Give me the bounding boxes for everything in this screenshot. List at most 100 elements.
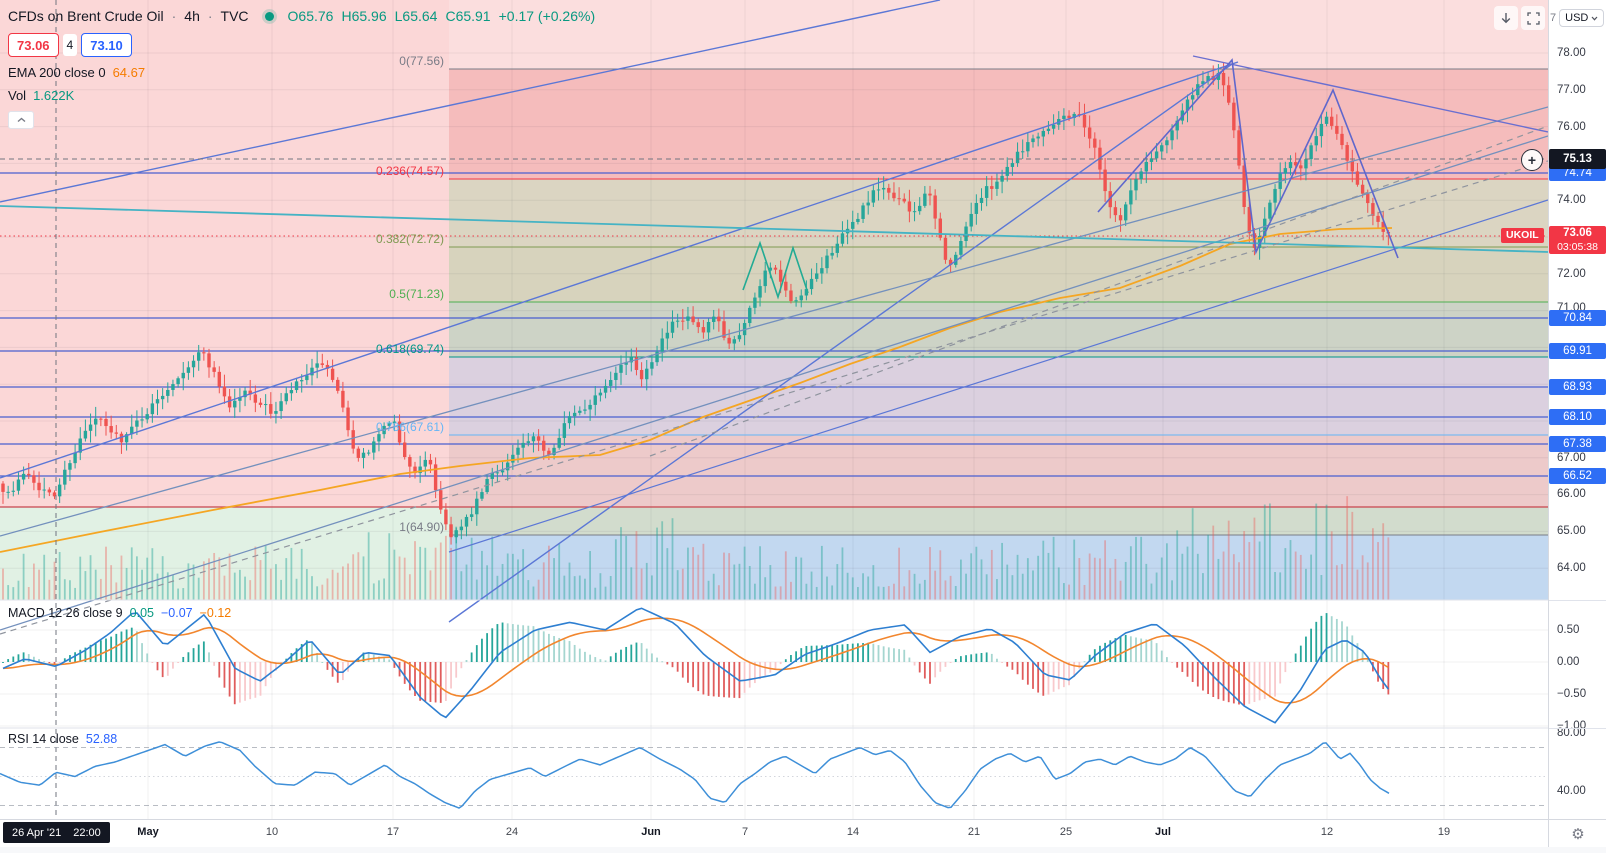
dashed-trend-line xyxy=(649,125,1548,457)
volume-bar xyxy=(429,570,432,600)
volume-bar xyxy=(563,575,566,600)
alert-price-badge[interactable]: 74.74 xyxy=(1549,165,1606,181)
volume-bar xyxy=(1068,584,1070,600)
macd-histogram-bar xyxy=(764,662,767,676)
macd-histogram-bar xyxy=(831,645,834,662)
timeframe-label[interactable]: 4h xyxy=(184,8,200,24)
fullscreen-button[interactable] xyxy=(1521,6,1545,30)
rsi-study-label[interactable]: RSI 14 close xyxy=(8,732,79,746)
candle-body xyxy=(825,255,829,269)
exchange-label[interactable]: TVC xyxy=(220,8,249,24)
volume-bar xyxy=(1243,531,1246,600)
candle-body xyxy=(675,320,680,322)
volume-study-label[interactable]: Vol xyxy=(8,88,27,103)
volume-bar xyxy=(681,568,684,600)
candle-body xyxy=(305,375,309,381)
alert-price-badge[interactable]: 68.10 xyxy=(1549,409,1606,425)
candle-body xyxy=(655,351,659,363)
macd-histogram-bar xyxy=(486,633,488,662)
volume-bar xyxy=(666,548,669,600)
candle-body xyxy=(789,290,793,302)
alert-price-badge[interactable]: 66.52 xyxy=(1549,468,1606,484)
candle-body xyxy=(1201,81,1205,85)
volume-bar xyxy=(1176,530,1179,600)
candle-body xyxy=(650,362,654,369)
candle-body xyxy=(1190,95,1195,100)
alert-price-badge[interactable]: 67.38 xyxy=(1549,436,1606,452)
volume-bar xyxy=(599,573,602,600)
macd-study-label[interactable]: MACD 12 26 close 9 xyxy=(8,606,123,620)
gear-icon[interactable]: ⚙ xyxy=(1571,825,1585,843)
macd-histogram-bar xyxy=(697,662,700,692)
volume-bar xyxy=(1047,552,1050,600)
collapse-legend-button[interactable] xyxy=(8,111,34,129)
symbol-price-flag[interactable]: UKOIL xyxy=(1501,228,1544,243)
alert-price-badge[interactable]: 70.84 xyxy=(1549,310,1606,326)
time-axis[interactable]: 26 Apr '21 22:00 May 10 17 24 Jun 7 14 21 25 Jul 1… xyxy=(0,819,1548,847)
candle-body xyxy=(99,418,103,420)
ema-study-label[interactable]: EMA 200 close 0 xyxy=(8,65,106,80)
volume-bar xyxy=(1232,554,1235,600)
volume-bar xyxy=(1258,541,1261,600)
scroll-to-realtime-button[interactable] xyxy=(1494,6,1518,30)
candle-body xyxy=(32,475,36,483)
alert-price-badge[interactable]: 69.91 xyxy=(1549,343,1606,359)
macd-histogram-bar xyxy=(702,662,705,695)
volume-bar xyxy=(63,579,66,600)
macd-histogram-bar xyxy=(141,643,143,662)
candle-body xyxy=(990,186,994,189)
macd-histogram-bar xyxy=(898,649,900,662)
macd-histogram-bar xyxy=(326,662,329,670)
candle-body xyxy=(1283,168,1288,174)
volume-bar xyxy=(1016,554,1019,600)
macd-histogram-bar xyxy=(820,645,823,662)
symbol-title[interactable]: CFDs on Brent Crude Oil xyxy=(8,8,164,24)
candle-body xyxy=(248,390,252,395)
macd-histogram-bar xyxy=(913,662,916,666)
candle-body xyxy=(377,434,381,442)
currency-selector[interactable]: USD xyxy=(1559,9,1605,27)
volume-bar xyxy=(578,575,581,600)
candle-body xyxy=(1376,215,1380,222)
candle-body xyxy=(1124,204,1128,221)
chart-canvas[interactable] xyxy=(0,0,1548,819)
candle-body xyxy=(433,464,438,491)
candle-body xyxy=(1257,235,1262,248)
volume-bar xyxy=(671,518,674,600)
time-tick-label: 14 xyxy=(846,826,860,838)
candle-body xyxy=(737,335,742,340)
volume-bar xyxy=(553,558,555,600)
macd-histogram-bar xyxy=(563,639,566,662)
macd-histogram-bar xyxy=(460,662,463,669)
add-alert-plus-icon[interactable]: + xyxy=(1521,149,1543,171)
volume-bar xyxy=(259,560,262,600)
sell-button[interactable]: 73.06 xyxy=(8,33,59,57)
volume-bar xyxy=(1196,553,1199,600)
macd-histogram-bar xyxy=(1001,662,1003,663)
volume-bar xyxy=(862,573,864,600)
candle-body xyxy=(356,448,361,458)
macd-histogram-bar xyxy=(1222,662,1225,701)
volume-bar xyxy=(378,580,380,600)
volume-bar xyxy=(759,546,761,600)
symbol-price-badge[interactable]: 73.06 03:05:38 xyxy=(1549,226,1606,254)
volume-bar xyxy=(542,562,545,600)
lower-panes-bg xyxy=(0,600,1548,819)
chevron-down-icon xyxy=(1591,16,1598,21)
macd-histogram-bar xyxy=(1042,662,1045,696)
macd-histogram-bar xyxy=(1315,621,1318,662)
candle-body xyxy=(979,197,984,203)
macd-histogram-bar xyxy=(692,662,694,688)
axis-settings-corner[interactable]: ⚙ xyxy=(1548,819,1606,847)
macd-signal-line xyxy=(2,617,1389,704)
macd-histogram-bar xyxy=(439,662,442,703)
buy-button[interactable]: 73.10 xyxy=(81,33,132,57)
candle-body xyxy=(712,316,716,322)
macd-histogram-bar xyxy=(651,653,653,662)
volume-bar xyxy=(754,583,756,600)
time-tick-label: 7 xyxy=(741,826,749,838)
alert-price-badge[interactable]: 68.93 xyxy=(1549,379,1606,395)
candle-body xyxy=(469,514,474,517)
candle-body xyxy=(567,416,572,424)
price-axis[interactable]: 78.00 77.00 76.00 74.00 72.00 71.00 67.00 66.00… xyxy=(1548,0,1606,819)
